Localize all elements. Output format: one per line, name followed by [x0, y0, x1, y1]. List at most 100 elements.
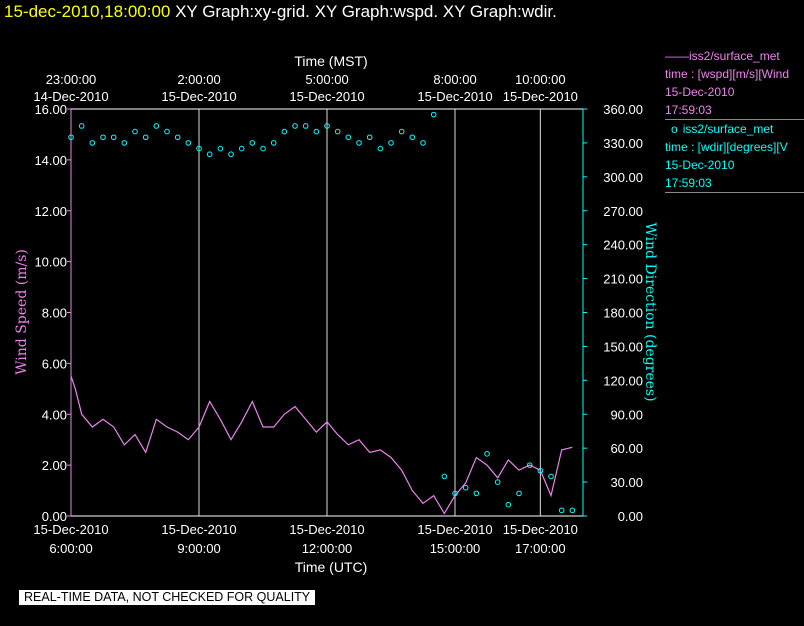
left-tick-label: 14.00 [34, 153, 67, 168]
wind-direction-point [249, 140, 256, 146]
wind-direction-point [420, 140, 426, 146]
top-tick-date: 15-Dec-2010 [289, 89, 364, 104]
wind-direction-point [270, 140, 277, 146]
wind-direction-point [484, 451, 490, 457]
legend-line-symbol: —— [665, 49, 689, 63]
wind-direction-point [132, 128, 138, 135]
left-tick-label: 2.00 [42, 458, 67, 473]
right-tick-label: 360.00 [603, 102, 643, 117]
top-tick-time: 2:00:00 [177, 72, 220, 87]
wind-direction-point [409, 134, 416, 141]
wind-direction-point [260, 145, 266, 152]
left-tick-label: 12.00 [34, 204, 67, 219]
wind-direction-point [473, 490, 480, 497]
legend-field: time : [wspd][m/s][Wind [665, 67, 790, 81]
right-axis-title: Wind Direction (degrees) [642, 222, 658, 401]
bottom-tick-date: 15-Dec-2010 [289, 522, 364, 537]
wind-direction-point [441, 473, 448, 480]
bottom-tick-time: 6:00:00 [49, 541, 92, 556]
right-tick-label: 120.00 [603, 373, 643, 388]
legend-wspd: ——iss2/surface_met time : [wspd][m/s][Wi… [665, 47, 804, 120]
wind-direction-point [345, 134, 352, 141]
top-tick-time: 8:00:00 [433, 72, 476, 87]
wind-direction-point [206, 151, 213, 158]
bottom-tick-time: 12:00:00 [302, 541, 353, 556]
right-tick-label: 0.00 [618, 509, 643, 524]
bottom-tick-date: 15-Dec-2010 [161, 522, 236, 537]
legend-time: 17:59:03 [665, 103, 712, 117]
wind-direction-point [398, 128, 405, 135]
wind-direction-point [537, 467, 544, 474]
bottom-axis-title: Time (UTC) [295, 559, 368, 575]
wind-direction-point [324, 123, 330, 129]
legend-time: 17:59:03 [665, 176, 712, 190]
legend-field: time : [wdir][degrees][V [665, 140, 788, 154]
top-tick-date: 14-Dec-2010 [33, 89, 108, 104]
right-tick-label: 90.00 [610, 407, 643, 422]
wind-direction-point [238, 145, 245, 152]
legend-label: iss2/surface_met [689, 49, 780, 63]
wind-speed-line [70, 375, 573, 515]
wind-direction-point [558, 507, 565, 514]
wind-direction-point [142, 134, 149, 141]
wind-direction-point [377, 145, 384, 152]
bottom-tick-time: 15:00:00 [430, 541, 481, 556]
wind-direction-point [548, 473, 554, 480]
right-tick-label: 270.00 [603, 204, 643, 219]
right-tick-label: 180.00 [603, 306, 643, 321]
legend-date: 15-Dec-2010 [665, 158, 735, 172]
legend-label: iss2/surface_met [682, 122, 774, 136]
right-tick-label: 330.00 [603, 136, 643, 151]
wind-direction-point [217, 145, 224, 152]
wind-direction-point [462, 484, 469, 491]
right-tick-label: 240.00 [603, 238, 643, 253]
wind-direction-point [569, 507, 576, 514]
left-tick-label: 8.00 [42, 306, 67, 321]
wind-direction-point [356, 140, 362, 146]
wind-direction-point [505, 501, 512, 508]
top-tick-date: 15-Dec-2010 [503, 89, 578, 104]
left-tick-label: 4.00 [42, 407, 67, 422]
left-tick-label: 0.00 [42, 509, 67, 524]
left-tick-label: 10.00 [34, 255, 67, 270]
wind-direction-point [526, 462, 533, 468]
wind-direction-point [68, 134, 74, 141]
top-tick-time: 23:00:00 [46, 72, 97, 87]
wind-direction-point [516, 490, 522, 497]
bottom-tick-date: 15-Dec-2010 [417, 522, 492, 537]
wind-direction-point [302, 123, 309, 129]
quality-note: REAL-TIME DATA, NOT CHECKED FOR QUALITY [19, 590, 316, 605]
wind-direction-point [153, 123, 160, 129]
wind-direction-point [185, 140, 192, 146]
legend-wdir: o iss2/surface_met time : [wdir][degrees]… [665, 120, 804, 193]
wind-direction-point [228, 151, 234, 158]
left-tick-label: 16.00 [34, 102, 67, 117]
legend-circle-symbol: o [671, 122, 678, 136]
left-axis-title: Wind Speed (m/s) [14, 249, 30, 375]
wind-direction-point [164, 128, 170, 135]
top-tick-date: 15-Dec-2010 [161, 89, 236, 104]
wind-direction-point [452, 490, 458, 497]
wind-direction-point [196, 145, 202, 152]
wind-direction-point [494, 479, 501, 485]
title-graphs: XY Graph:xy-grid. XY Graph:wspd. XY Grap… [175, 2, 557, 21]
wind-direction-point [313, 128, 320, 135]
wind-direction-point [281, 128, 288, 135]
wind-direction-point [78, 123, 85, 129]
wind-direction-point [110, 134, 117, 141]
top-tick-time: 5:00:00 [305, 72, 348, 87]
legend-date: 15-Dec-2010 [665, 85, 735, 99]
top-tick-time: 10:00:00 [515, 72, 566, 87]
wind-direction-point [174, 134, 181, 141]
right-tick-label: 300.00 [603, 170, 643, 185]
left-tick-label: 6.00 [42, 356, 67, 371]
right-tick-label: 30.00 [610, 475, 643, 490]
wind-direction-point [89, 140, 96, 146]
bottom-tick-date: 15-Dec-2010 [503, 522, 578, 537]
wind-direction-point [334, 128, 341, 135]
bottom-tick-date: 15-Dec-2010 [33, 522, 108, 537]
top-tick-date: 15-Dec-2010 [417, 89, 492, 104]
wind-direction-point [366, 134, 373, 141]
bottom-tick-time: 9:00:00 [177, 541, 220, 556]
